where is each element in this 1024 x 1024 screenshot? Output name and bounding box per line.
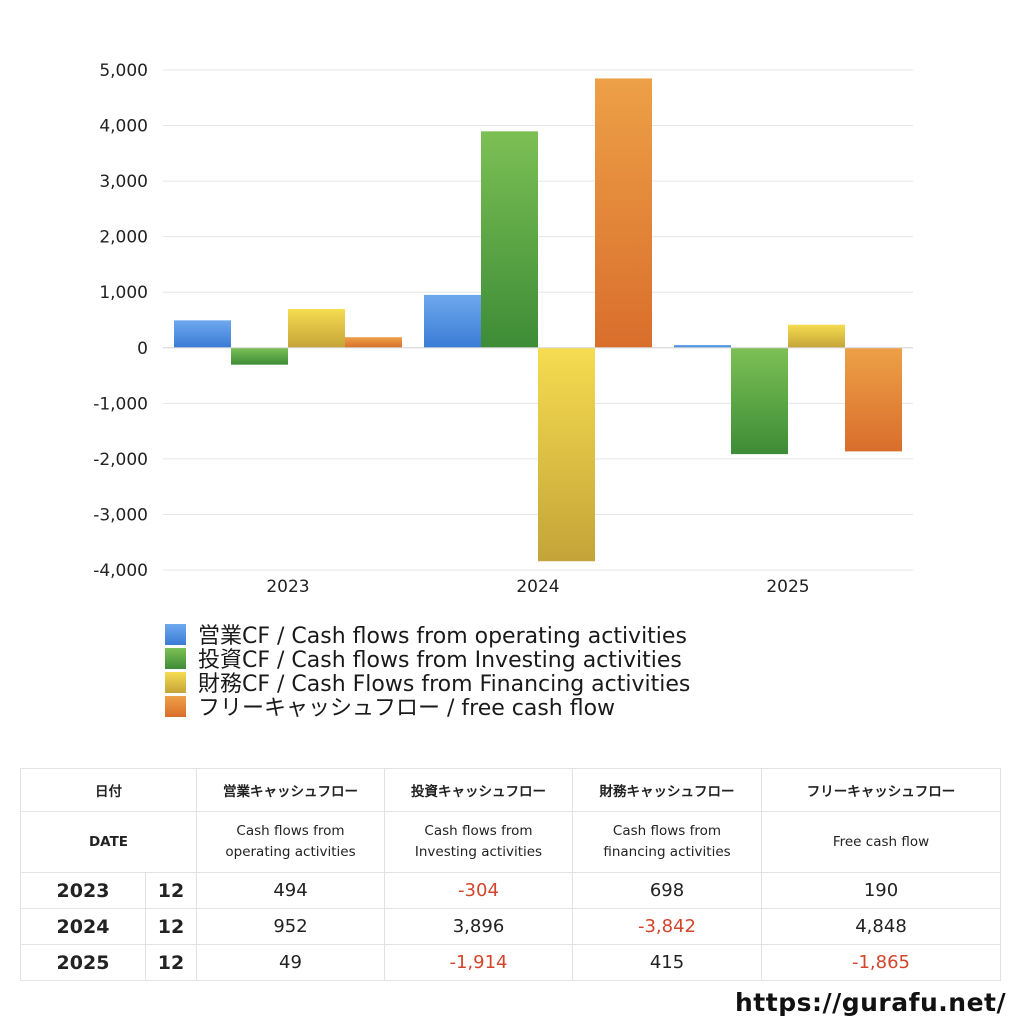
- legend-swatch-financing: [165, 671, 186, 693]
- legend-label-investing: 投資CF / Cash flows from Investing activit…: [198, 648, 682, 673]
- cell-operating: 494: [196, 872, 385, 909]
- row-month: 12: [145, 944, 197, 981]
- cell-financing: 698: [572, 872, 762, 909]
- bar-2025-series-1: [731, 347, 788, 455]
- bar-2023-series-0: [174, 320, 231, 348]
- bar-2024-series-3: [595, 78, 652, 348]
- cell-investing: 3,896: [384, 908, 573, 945]
- header-financing-ja: 財務キャッシュフロー: [572, 768, 762, 812]
- y-tick-label: -4,000: [93, 561, 148, 581]
- cell-investing: -304: [384, 872, 573, 909]
- header-operating-ja: 営業キャッシュフロー: [196, 768, 385, 812]
- header-operating-en: Cash flows from operating activities: [196, 811, 385, 873]
- header-date-en: DATE: [20, 811, 197, 873]
- header-investing-ja: 投資キャッシュフロー: [384, 768, 573, 812]
- cash-flow-table: 日付 営業キャッシュフロー 投資キャッシュフロー 財務キャッシュフロー フリーキ…: [20, 768, 1001, 981]
- bar-2024-series-1: [481, 131, 538, 348]
- legend-item-operating: 営業CF / Cash flows from operating activit…: [165, 622, 690, 649]
- legend-label-free-cash-flow: フリーキャッシュフロー / free cash flow: [198, 696, 616, 721]
- cell-free-cash-flow: 190: [761, 872, 1001, 909]
- header-free-cash-flow-ja: フリーキャッシュフロー: [761, 768, 1001, 812]
- table-row: 2024 12 952 3,896 -3,842 4,848: [20, 908, 1001, 945]
- y-tick-label: -2,000: [93, 450, 148, 470]
- y-tick-label: -3,000: [93, 505, 148, 525]
- cell-operating: 49: [196, 944, 385, 981]
- bar-2023-series-2: [288, 309, 345, 348]
- y-tick-label: 2,000: [99, 228, 148, 248]
- row-year: 2023: [20, 872, 146, 909]
- y-tick-label: 3,000: [99, 172, 148, 192]
- chart-legend: 営業CF / Cash flows from operating activit…: [165, 622, 690, 721]
- row-month: 12: [145, 872, 197, 909]
- legend-item-free-cash-flow: フリーキャッシュフロー / free cash flow: [165, 694, 690, 721]
- y-tick-label: 1,000: [99, 283, 148, 303]
- cell-free-cash-flow: -1,865: [761, 944, 1001, 981]
- cell-financing: -3,842: [572, 908, 762, 945]
- bar-2025-series-0: [674, 345, 731, 348]
- y-tick-label: -1,000: [93, 394, 148, 414]
- legend-label-operating: 営業CF / Cash flows from operating activit…: [198, 624, 687, 649]
- cash-flow-bar-chart: 5,000 4,000 3,000 2,000 1,000 0 -1,000 -2,000 -3…: [93, 61, 913, 597]
- bar-2024-series-2: [538, 347, 595, 562]
- header-financing-en: Cash flows from financing activities: [572, 811, 762, 873]
- x-tick-label: 2023: [266, 577, 309, 597]
- table-row: 2025 12 49 -1,914 415 -1,865: [20, 944, 1001, 981]
- x-tick-label: 2024: [516, 577, 559, 597]
- legend-item-financing: 財務CF / Cash Flows from Financing activit…: [165, 670, 690, 697]
- cell-operating: 952: [196, 908, 385, 945]
- table-header-row-en: DATE Cash flows from operating activities…: [20, 811, 1001, 873]
- cell-investing: -1,914: [384, 944, 573, 981]
- row-month: 12: [145, 908, 197, 945]
- legend-swatch-operating: [165, 623, 186, 645]
- bar-2023-series-1: [231, 347, 288, 365]
- bar-2023-series-3: [345, 337, 402, 348]
- legend-item-investing: 投資CF / Cash flows from Investing activit…: [165, 646, 690, 673]
- table-header-row-ja: 日付 営業キャッシュフロー 投資キャッシュフロー 財務キャッシュフロー フリーキ…: [20, 768, 1001, 812]
- row-year: 2025: [20, 944, 146, 981]
- header-free-cash-flow-en: Free cash flow: [761, 811, 1001, 873]
- bar-2025-series-3: [845, 347, 902, 452]
- row-year: 2024: [20, 908, 146, 945]
- cell-free-cash-flow: 4,848: [761, 908, 1001, 945]
- cell-financing: 415: [572, 944, 762, 981]
- y-tick-label: 0: [137, 339, 148, 359]
- x-tick-label: 2025: [766, 577, 809, 597]
- table-row: 2023 12 494 -304 698 190: [20, 872, 1001, 909]
- bar-2025-series-2: [788, 324, 845, 348]
- legend-label-financing: 財務CF / Cash Flows from Financing activit…: [198, 672, 691, 697]
- header-investing-en: Cash flows from Investing activities: [384, 811, 573, 873]
- y-tick-label: 4,000: [99, 117, 148, 137]
- bar-2024-series-0: [424, 294, 481, 348]
- header-date-ja: 日付: [20, 768, 197, 812]
- y-tick-label: 5,000: [99, 61, 148, 81]
- legend-swatch-investing: [165, 647, 186, 669]
- legend-swatch-free-cash-flow: [165, 695, 186, 717]
- site-url[interactable]: https://gurafu.net/: [735, 988, 1007, 1017]
